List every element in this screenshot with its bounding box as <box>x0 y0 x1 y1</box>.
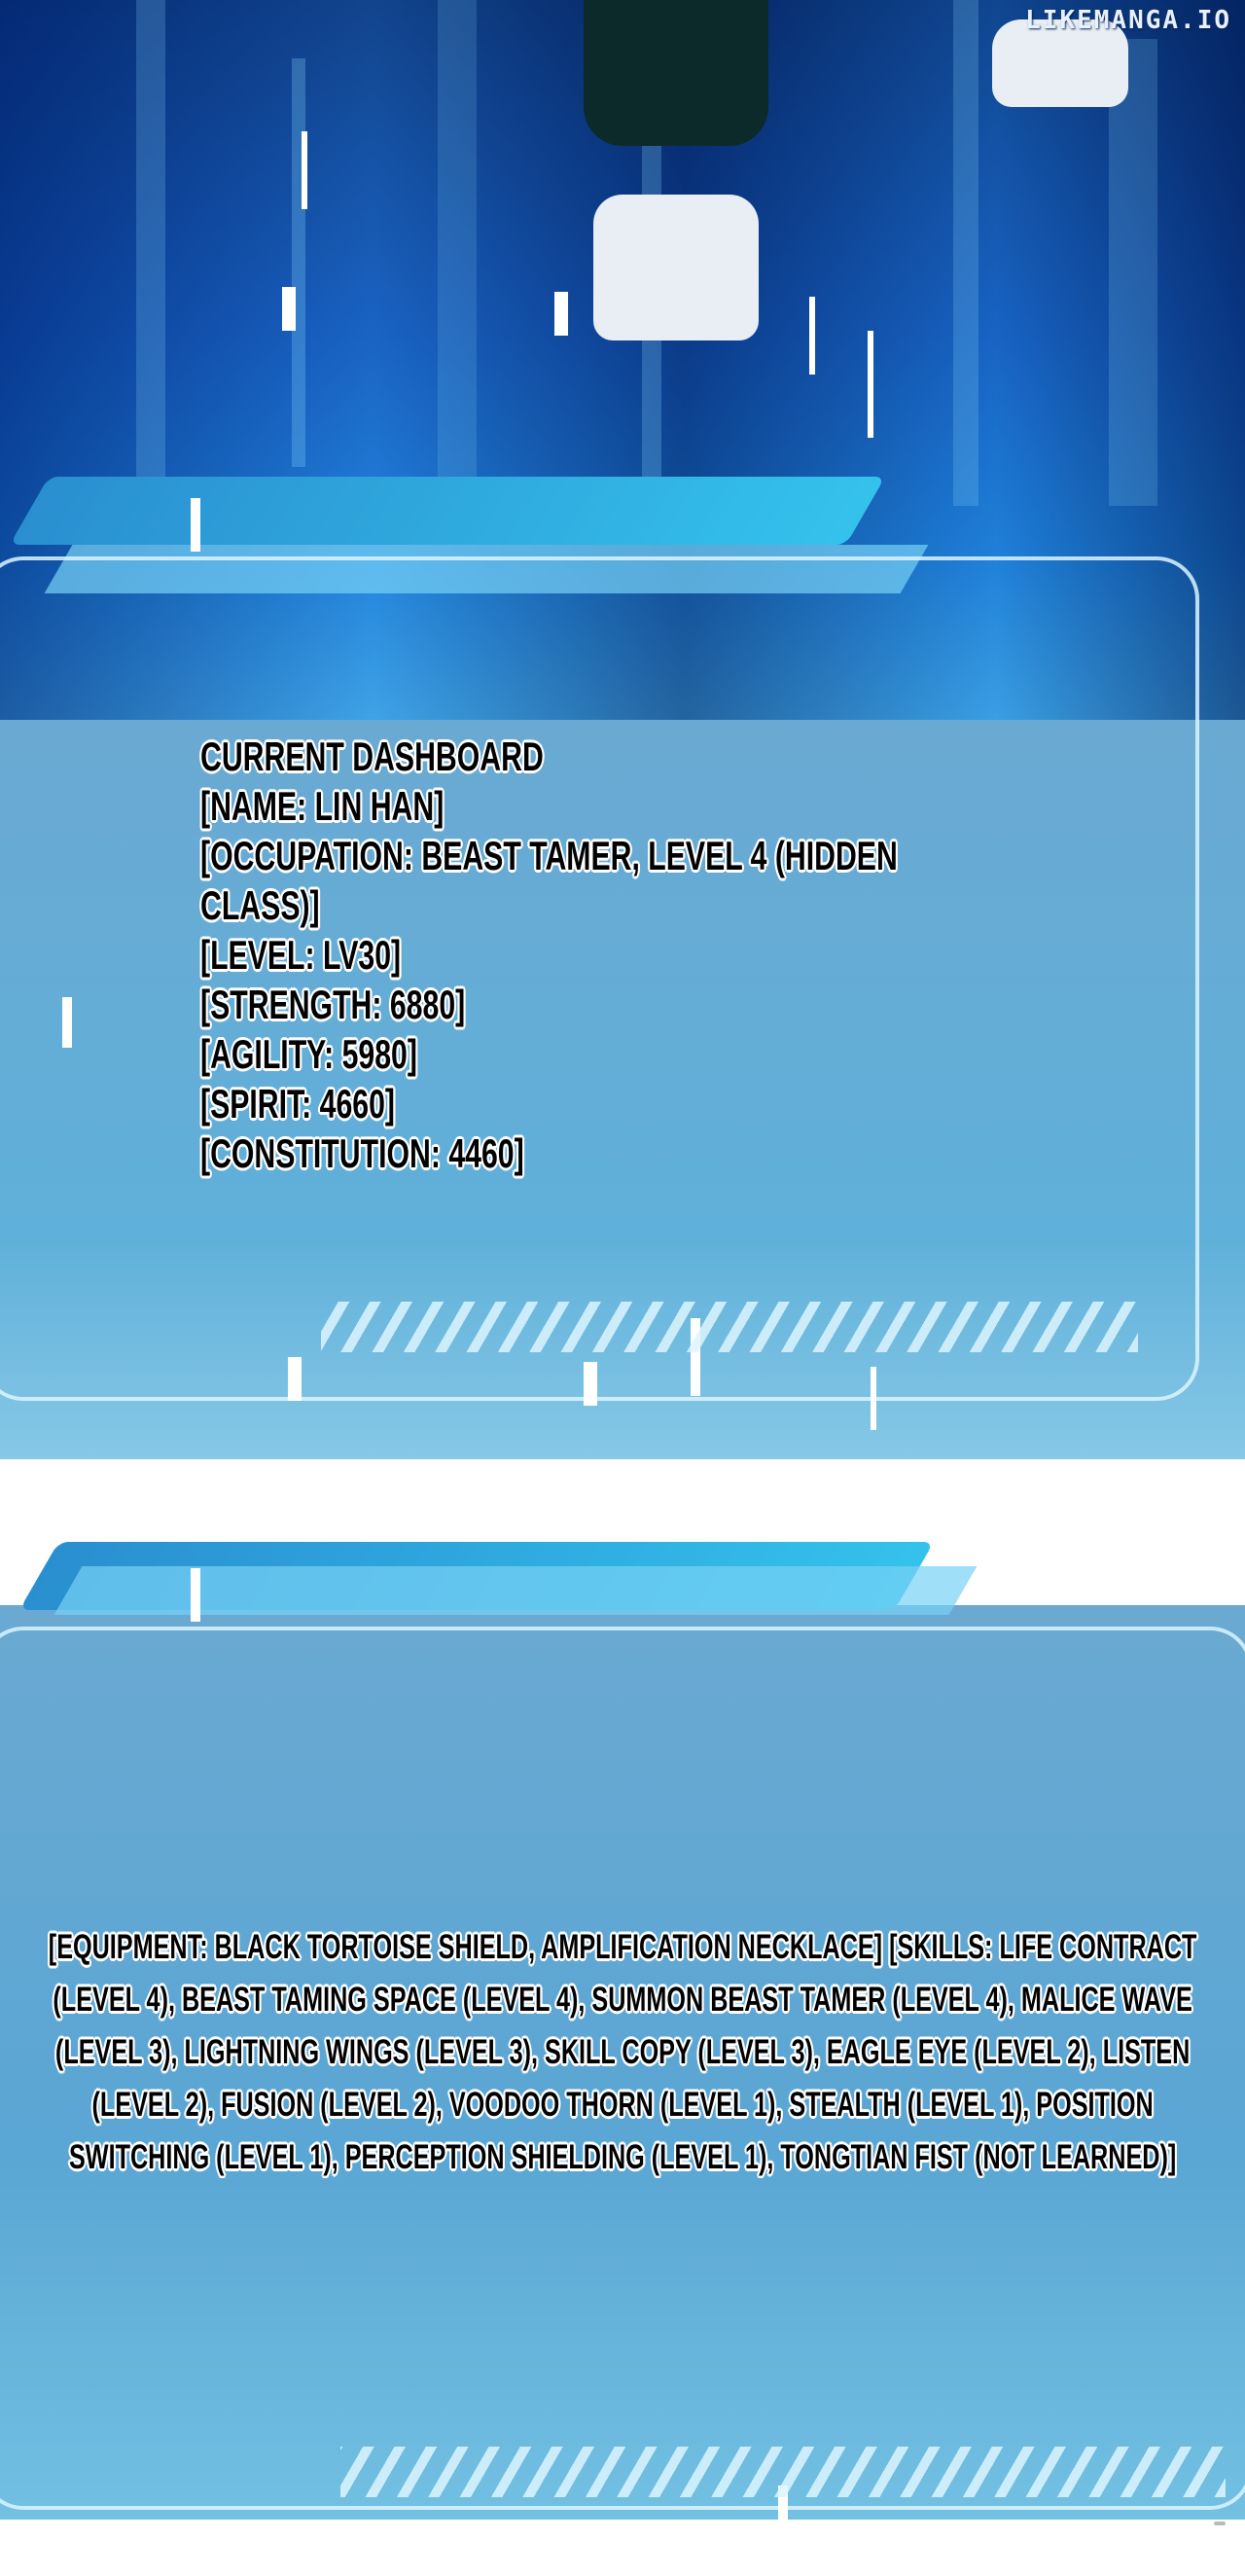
stat-line: [CONSTITUTION: 4460] <box>200 1130 524 1176</box>
stat-line: [LEVEL: LV30] <box>200 932 402 978</box>
skills-line: SWITCHING (LEVEL 1), PERCEPTION SHIELDIN… <box>68 2138 1177 2176</box>
panel-frame <box>0 556 1199 1401</box>
stat-line: [SPIRIT: 4660] <box>200 1081 395 1127</box>
digital-background-scene <box>0 0 1245 739</box>
skills-panel <box>0 1605 1245 2520</box>
dashboard-title: CURRENT DASHBOARD <box>200 733 544 779</box>
dashboard-text: CURRENT DASHBOARD [NAME: LIN HAN] [OCCUP… <box>200 732 898 1178</box>
skills-line: [EQUIPMENT: BLACK TORTOISE SHIELD, AMPLI… <box>48 1928 1197 1966</box>
character-shoe <box>992 19 1128 107</box>
character-legs <box>584 0 768 146</box>
skills-line: (LEVEL 4), BEAST TAMING SPACE (LEVEL 4),… <box>53 1981 1192 2019</box>
stat-line: [NAME: LIN HAN] <box>200 783 445 829</box>
panel-tab <box>9 477 886 545</box>
stat-line: CLASS)] <box>200 882 320 928</box>
publisher-logo <box>1214 2522 1226 2525</box>
stat-line: [AGILITY: 5980] <box>200 1031 417 1077</box>
skills-line: (LEVEL 2), FUSION (LEVEL 2), VOODOO THOR… <box>91 2086 1154 2124</box>
hatch-decoration <box>340 2447 1226 2497</box>
panel-frame <box>0 1627 1245 2510</box>
skills-line: (LEVEL 3), LIGHTNING WINGS (LEVEL 3), SK… <box>54 2033 1191 2071</box>
equipment-skills-text: [EQUIPMENT: BLACK TORTOISE SHIELD, AMPLI… <box>39 1921 1206 2184</box>
site-watermark: LIKEMANGA.IO <box>1025 6 1231 35</box>
character-shoe <box>593 195 759 340</box>
hatch-decoration <box>321 1302 1138 1352</box>
stat-line: [OCCUPATION: BEAST TAMER, LEVEL 4 (HIDDE… <box>200 833 898 878</box>
stat-line: [STRENGTH: 6880] <box>200 982 466 1027</box>
